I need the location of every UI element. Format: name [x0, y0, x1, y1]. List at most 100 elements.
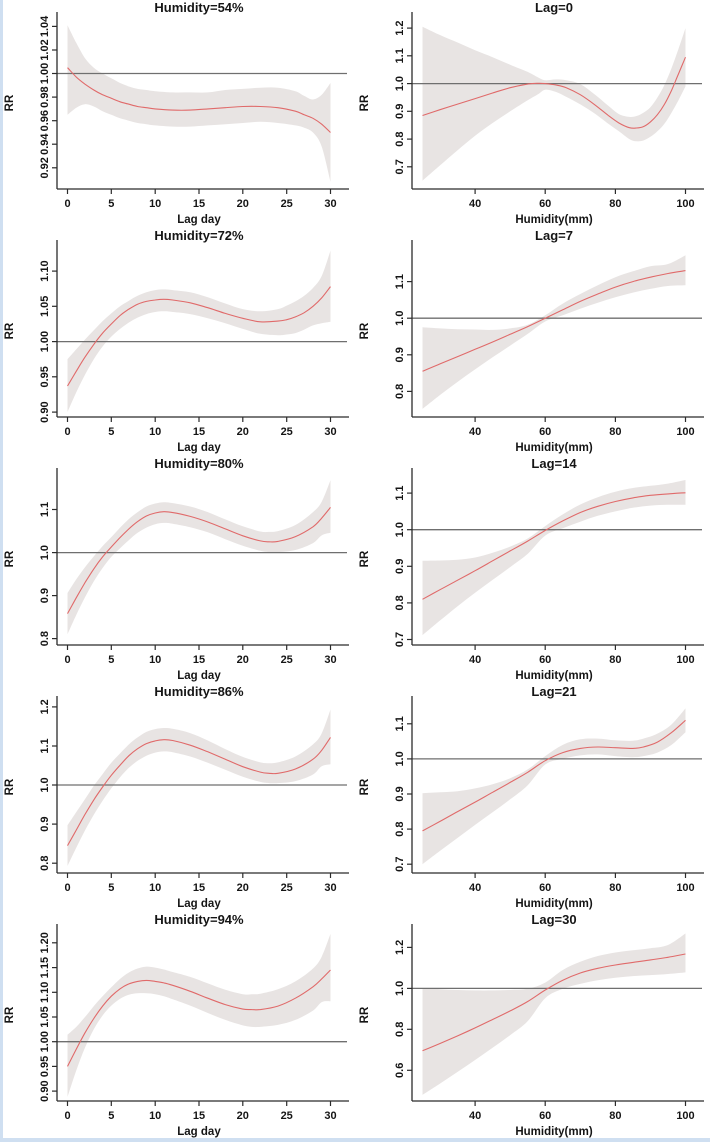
y-tick-label: 1.0 — [394, 311, 406, 326]
y-axis-label: RR — [4, 94, 16, 111]
y-tick-label: 0.8 — [394, 1022, 406, 1037]
y-tick-label: 1.05 — [39, 1006, 51, 1027]
x-tick-label: 60 — [539, 882, 551, 894]
x-tick-label: 5 — [108, 654, 114, 666]
y-axis-label: RR — [359, 550, 371, 567]
x-tick-label: 5 — [108, 198, 114, 210]
x-tick-label: 15 — [193, 654, 205, 666]
chart-panel-svg: 0.90 0.95 1.00 1.05 1.10 0 5 10 15 20 25 30 Humidity… — [4, 228, 349, 454]
chart-panel-svg: 0.8 0.9 1.0 1.1 1.2 0 5 10 15 20 25 30 Humidity=86% L… — [4, 684, 349, 910]
chart-panel-svg: 0.8 0.9 1.0 1.1 40 60 80 100 Lag=7 Humidity(mm) RR — [359, 228, 704, 454]
rr-curve — [67, 507, 331, 614]
x-tick-label: 40 — [469, 198, 481, 210]
panel-title: Humidity=72% — [154, 229, 244, 243]
y-tick-label: 1.0 — [39, 777, 51, 792]
y-tick-label: 0.9 — [39, 816, 51, 831]
x-tick-label: 20 — [237, 882, 249, 894]
panel-title: Humidity=86% — [154, 685, 244, 699]
rr-curve — [67, 737, 331, 846]
y-tick-label: 0.7 — [394, 632, 406, 647]
rr-curve — [67, 969, 331, 1067]
chart-panel-svg: 0.6 0.8 1.0 1.2 40 60 80 100 Lag=30 Humidity(mm) R… — [359, 912, 704, 1138]
y-tick-label: 1.00 — [39, 1031, 51, 1052]
x-tick-label: 10 — [149, 882, 161, 894]
rr-curve — [422, 719, 686, 832]
x-tick-label: 100 — [676, 426, 694, 438]
y-tick-label: 0.8 — [394, 821, 406, 836]
confidence-band — [422, 480, 686, 636]
x-tick-label: 20 — [237, 654, 249, 666]
rr-curve — [67, 67, 331, 133]
y-tick-label: 1.04 — [39, 15, 51, 37]
x-tick-label: 0 — [64, 426, 70, 438]
x-tick-label: 40 — [469, 654, 481, 666]
scan-edge-bottom — [0, 1138, 710, 1142]
x-tick-label: 5 — [108, 882, 114, 894]
x-tick-label: 60 — [539, 1110, 551, 1122]
x-tick-label: 15 — [193, 1110, 205, 1122]
panel-title: Lag=30 — [531, 913, 576, 927]
y-tick-label: 0.95 — [39, 366, 51, 387]
chart-panel: 0.8 0.9 1.0 1.1 0 5 10 15 20 25 30 Humidity=80% Lag … — [0, 456, 355, 685]
y-tick-label: 0.8 — [394, 595, 406, 610]
y-tick-label: 0.9 — [394, 786, 406, 801]
x-tick-label: 5 — [108, 426, 114, 438]
x-tick-label: 40 — [469, 1110, 481, 1122]
x-tick-label: 15 — [193, 426, 205, 438]
x-tick-label: 0 — [64, 1110, 70, 1122]
x-tick-label: 10 — [149, 1110, 161, 1122]
x-axis-label: Lag day — [177, 442, 221, 454]
x-tick-label: 5 — [108, 1110, 114, 1122]
x-tick-label: 20 — [237, 198, 249, 210]
y-tick-label: 1.1 — [394, 274, 406, 289]
x-tick-label: 100 — [676, 1110, 694, 1122]
chart-panel: 0.7 0.8 0.9 1.0 1.1 40 60 80 100 Lag=21 Humidity(m… — [355, 684, 710, 913]
confidence-band — [67, 250, 331, 413]
confidence-band — [67, 709, 331, 866]
confidence-band — [422, 708, 686, 865]
rr-curve — [422, 492, 686, 600]
y-tick-label: 1.10 — [39, 982, 51, 1003]
y-tick-label: 1.00 — [39, 331, 51, 352]
y-tick-label: 0.9 — [394, 559, 406, 574]
x-axis-label: Humidity(mm) — [515, 670, 592, 682]
y-tick-label: 0.90 — [39, 1080, 51, 1101]
chart-panel: 0.92 0.94 0.96 0.98 1.00 1.02 1.04 0 5 10 15 20 25 30… — [0, 0, 355, 229]
y-tick-label: 1.1 — [394, 485, 406, 500]
y-tick-label: 1.0 — [39, 545, 51, 560]
y-tick-label: 1.10 — [39, 260, 51, 281]
x-tick-label: 80 — [609, 426, 621, 438]
y-tick-label: 1.2 — [394, 20, 406, 35]
rr-curve — [422, 270, 686, 372]
confidence-band — [67, 25, 331, 182]
x-tick-label: 10 — [149, 654, 161, 666]
chart-panel: 0.8 0.9 1.0 1.1 1.2 0 5 10 15 20 25 30 Humidity=86% L… — [0, 684, 355, 913]
y-tick-label: 1.2 — [39, 699, 51, 714]
x-tick-label: 15 — [193, 882, 205, 894]
y-axis-label: RR — [359, 778, 371, 795]
y-axis-label: RR — [4, 322, 16, 339]
panel-title: Humidity=80% — [154, 457, 244, 471]
y-axis-label: RR — [4, 550, 16, 567]
x-tick-label: 0 — [64, 654, 70, 666]
y-tick-label: 0.6 — [394, 1063, 406, 1078]
x-tick-label: 25 — [281, 198, 293, 210]
y-tick-label: 1.0 — [394, 981, 406, 996]
y-tick-label: 1.00 — [39, 63, 51, 84]
x-axis-label: Lag day — [177, 214, 221, 226]
y-axis-label: RR — [4, 1006, 16, 1023]
y-tick-label: 1.20 — [39, 932, 51, 953]
confidence-band — [422, 933, 686, 1095]
x-axis-label: Lag day — [177, 1126, 221, 1138]
confidence-band — [67, 480, 331, 635]
x-axis-label: Humidity(mm) — [515, 442, 592, 454]
chart-panel: 0.7 0.8 0.9 1.0 1.1 1.2 40 60 80 100 Lag=0 Humidity… — [355, 0, 710, 229]
y-tick-label: 0.95 — [39, 1056, 51, 1077]
x-tick-label: 80 — [609, 654, 621, 666]
y-tick-label: 0.8 — [394, 384, 406, 399]
rr-curve — [67, 286, 331, 387]
chart-panel-svg: 0.8 0.9 1.0 1.1 0 5 10 15 20 25 30 Humidity=80% Lag … — [4, 456, 349, 682]
chart-panel-svg: 0.92 0.94 0.96 0.98 1.00 1.02 1.04 0 5 10 15 20 25 30… — [4, 0, 349, 226]
panel-title: Lag=14 — [531, 457, 577, 471]
y-tick-label: 1.1 — [39, 738, 51, 753]
